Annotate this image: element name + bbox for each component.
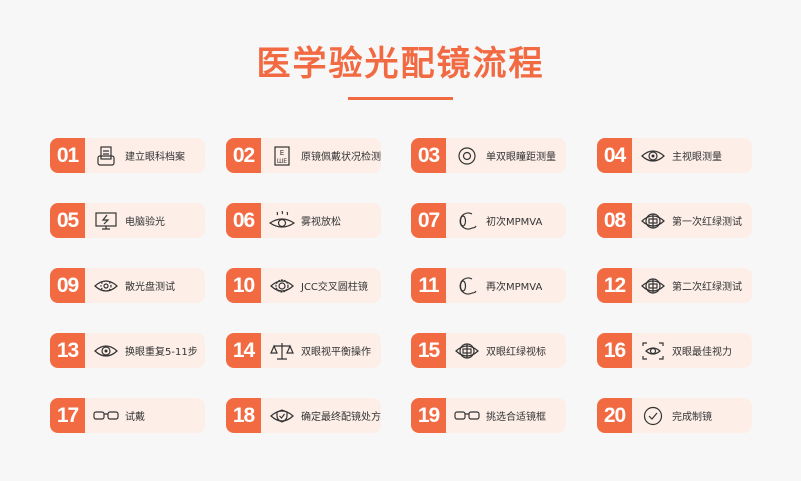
step-number: 06	[226, 203, 261, 238]
step-number: 05	[50, 203, 85, 238]
step-card: 18 确定最终配镜处方	[226, 398, 381, 433]
step-number: 09	[50, 268, 85, 303]
glasses-icon	[93, 406, 119, 426]
step-card: 13 换眼重复5-11步	[50, 333, 205, 368]
step-number: 18	[226, 398, 261, 433]
step-number: 03	[411, 138, 446, 173]
step-label: 试戴	[125, 412, 145, 423]
step-number: 13	[50, 333, 85, 368]
step-label: 建立眼科档案	[125, 152, 185, 163]
eye-icon	[93, 341, 119, 361]
check-circle-icon	[640, 406, 666, 426]
step-label: 雾视放松	[301, 217, 341, 228]
pupil-icon	[454, 146, 480, 166]
step-card: 02 E ШE 原镜佩戴状况检测	[226, 138, 381, 173]
step-label: 确定最终配镜处方	[301, 412, 381, 423]
red-green-eye-icon	[640, 211, 666, 231]
step-card: 09 散光盘测试	[50, 268, 205, 303]
page-title: 医学验光配镜流程	[256, 44, 545, 84]
red-green-eye-icon	[454, 341, 480, 361]
step-label: 双眼视平衡操作	[301, 347, 371, 358]
astigmatism-eye-icon	[93, 276, 119, 296]
relaxed-eye-icon	[269, 210, 295, 231]
step-label: 双眼红绿视标	[486, 347, 546, 358]
step-number: 08	[597, 203, 632, 238]
step-label: 第二次红绿测试	[672, 282, 742, 293]
step-card: 19 挑选合适镜框	[411, 398, 566, 433]
step-number: 14	[226, 333, 261, 368]
svg-text:ШE: ШE	[277, 158, 287, 165]
step-number: 07	[411, 203, 446, 238]
shield-check-icon	[269, 406, 295, 426]
glasses-icon	[454, 406, 480, 426]
step-label: 双眼最佳视力	[672, 347, 732, 358]
step-number: 19	[411, 398, 446, 433]
step-card: 14 双眼视平衡操作	[226, 333, 381, 368]
step-card: 11 再次MPMVA	[411, 268, 566, 303]
jcc-eye-icon	[269, 276, 295, 296]
step-card: 01 建立眼科档案	[50, 138, 205, 173]
step-card: 07 初次MPMVA	[411, 203, 566, 238]
eye-scan-icon	[640, 341, 666, 361]
step-card: 04 主视眼测量	[597, 138, 752, 173]
step-number: 16	[597, 333, 632, 368]
step-number: 01	[50, 138, 85, 173]
step-card: 05 电脑验光	[50, 203, 205, 238]
step-label: 再次MPMVA	[486, 282, 543, 293]
step-label: 挑选合适镜框	[486, 412, 546, 423]
eye-icon	[640, 146, 666, 166]
step-number: 11	[411, 268, 446, 303]
step-label: JCC交叉圆柱镜	[301, 282, 368, 293]
step-card: 17 试戴	[50, 398, 205, 433]
svg-text:E: E	[280, 149, 284, 157]
step-card: 08 第一次红绿测试	[597, 203, 752, 238]
step-label: 电脑验光	[125, 217, 165, 228]
monitor-icon	[93, 211, 119, 231]
title-underline	[348, 97, 453, 100]
step-number: 12	[597, 268, 632, 303]
step-label: 原镜佩戴状况检测	[301, 152, 381, 163]
step-label: 散光盘测试	[125, 282, 175, 293]
step-number: 10	[226, 268, 261, 303]
step-label: 完成制镜	[672, 412, 712, 423]
step-label: 换眼重复5-11步	[125, 347, 198, 358]
step-card: 03 单双眼瞳距测量	[411, 138, 566, 173]
step-number: 20	[597, 398, 632, 433]
step-card: 16 双眼最佳视力	[597, 333, 752, 368]
eye-chart-icon: E ШE	[269, 145, 295, 166]
step-number: 15	[411, 333, 446, 368]
red-green-eye-icon	[640, 276, 666, 296]
step-number: 17	[50, 398, 85, 433]
step-label: 单双眼瞳距测量	[486, 152, 556, 163]
balance-icon	[269, 341, 295, 361]
step-number: 04	[597, 138, 632, 173]
eyeball-side-icon	[454, 211, 480, 231]
step-card: 06 雾视放松	[226, 203, 381, 238]
step-label: 主视眼测量	[672, 152, 722, 163]
step-number: 02	[226, 138, 261, 173]
step-card: 12 第二次红绿测试	[597, 268, 752, 303]
step-label: 初次MPMVA	[486, 217, 543, 228]
step-card: 10 JCC交叉圆柱镜	[226, 268, 381, 303]
step-card: 20 完成制镜	[597, 398, 752, 433]
step-card: 15 双眼红绿视标	[411, 333, 566, 368]
step-label: 第一次红绿测试	[672, 217, 742, 228]
printer-icon	[93, 145, 119, 166]
eyeball-side-icon	[454, 276, 480, 296]
